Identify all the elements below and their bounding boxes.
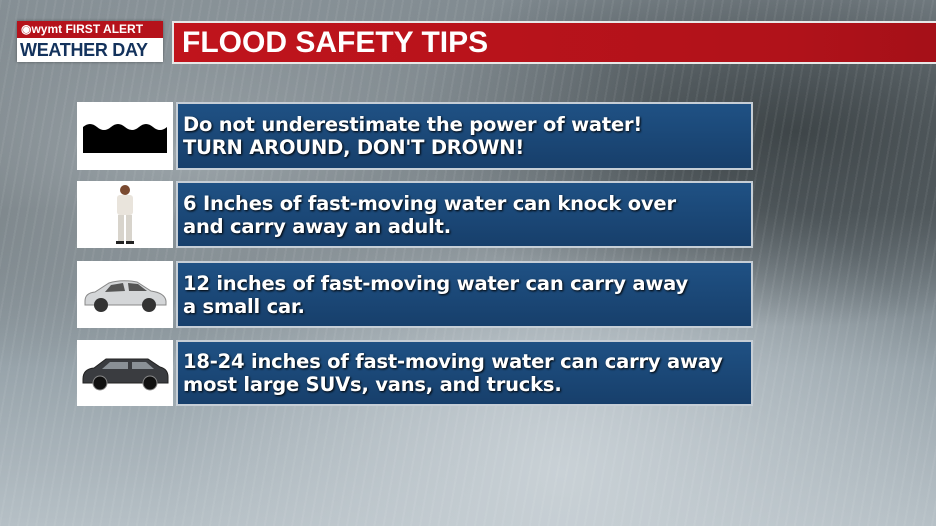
logo-first-alert: ◉wymt FIRST ALERT [17,21,163,38]
tip-line: 18-24 inches of fast-moving water can ca… [183,350,723,373]
tip-panel: 12 inches of fast-moving water can carry… [176,261,753,328]
tip-row: 12 inches of fast-moving water can carry… [77,261,753,328]
logo-weather-day: WEATHER DAY [20,40,148,60]
tip-row: 18-24 inches of fast-moving water can ca… [77,340,753,406]
tip-line: Do not underestimate the power of water! [183,113,643,136]
small-car-icon [77,261,173,328]
station-logo: ◉wymt FIRST ALERT WEATHER DAY [17,21,163,62]
page-title: FLOOD SAFETY TIPS [182,26,489,59]
tip-panel: Do not underestimate the power of water!… [176,102,753,170]
tip-row: Do not underestimate the power of water!… [77,102,753,170]
adult-person-icon [77,181,173,248]
suv-icon [77,340,173,406]
title-bar: FLOOD SAFETY TIPS [172,21,936,64]
tip-line: TURN AROUND, DON'T DROWN! [183,136,525,159]
tip-row: 6 Inches of fast-moving water can knock … [77,181,753,248]
tip-line: a small car. [183,294,305,318]
tip-panel: 18-24 inches of fast-moving water can ca… [176,340,753,406]
tip-line: 6 Inches of fast-moving water can knock … [183,191,676,215]
tip-line: 12 inches of fast-moving water can carry… [183,271,689,295]
tip-line: and carry away an adult. [183,214,451,238]
tip-line: most large SUVs, vans, and trucks. [183,373,562,396]
tip-panel: 6 Inches of fast-moving water can knock … [176,181,753,248]
water-waves-icon [77,102,173,170]
